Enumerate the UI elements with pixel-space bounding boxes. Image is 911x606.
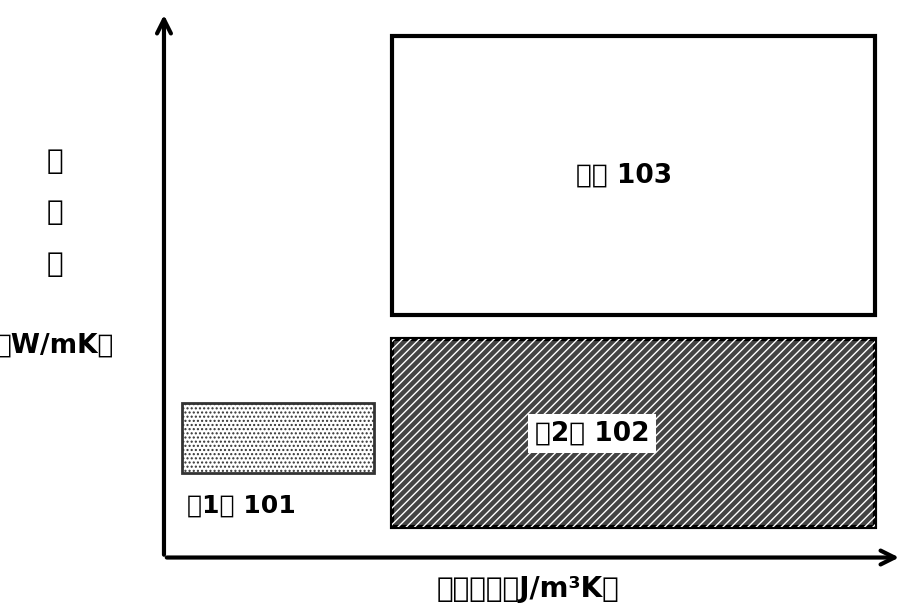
Bar [392, 36, 875, 315]
Text: 率: 率 [46, 250, 63, 278]
Text: （W/mK）: （W/mK） [0, 333, 114, 358]
Bar [392, 339, 875, 527]
Text: 第1肆 101: 第1肆 101 [187, 494, 295, 518]
Bar [182, 403, 374, 473]
Bar [392, 339, 875, 527]
Bar [182, 403, 374, 473]
Text: 热: 热 [46, 147, 63, 175]
Text: 容积比热（J/m³K）: 容积比热（J/m³K） [437, 575, 619, 603]
Text: 第2肆 102: 第2肆 102 [535, 421, 650, 446]
Text: 导: 导 [46, 198, 63, 226]
Text: 基材 103: 基材 103 [576, 163, 672, 188]
